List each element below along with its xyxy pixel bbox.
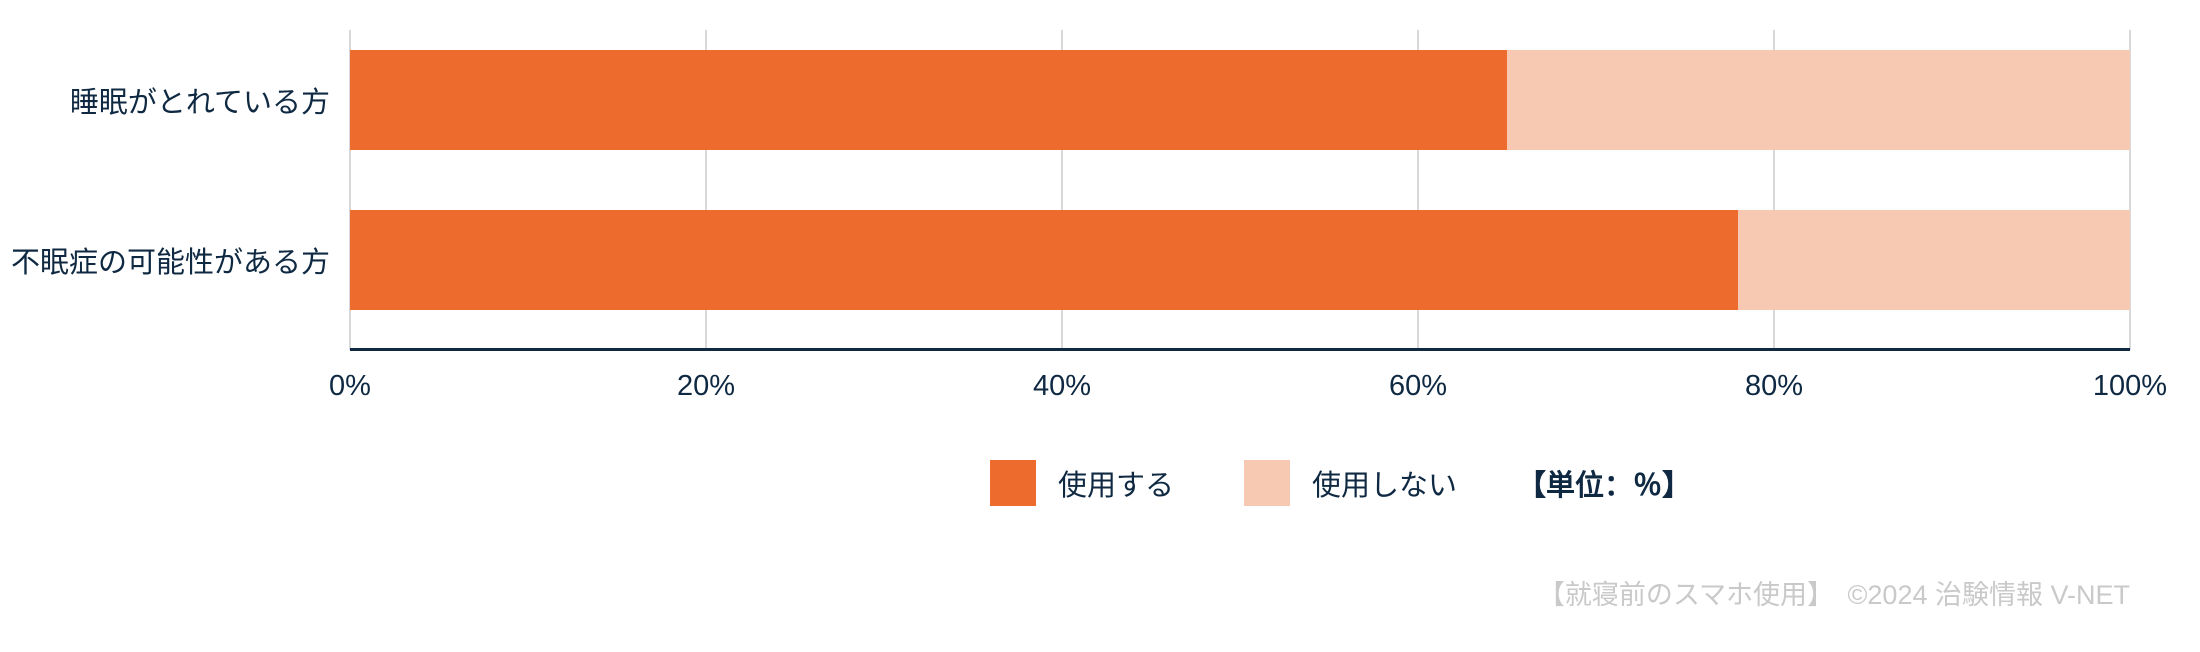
bar-segment	[350, 210, 1738, 310]
y-category-label: 睡眠がとれている方	[70, 79, 330, 121]
plot-area: 0%20%40%60%80%100%睡眠がとれている方不眠症の可能性がある方	[350, 30, 2130, 350]
x-tick-label: 100%	[2093, 370, 2167, 403]
bar-group	[350, 50, 2130, 150]
legend-item: 使用する	[990, 460, 1174, 506]
bar-segment	[1507, 50, 2130, 150]
footer-text: 【就寝前のスマホ使用】 ©2024 治験情報 V-NET	[1538, 580, 2130, 610]
legend-swatch	[990, 460, 1036, 506]
footer-credit: 【就寝前のスマホ使用】 ©2024 治験情報 V-NET	[1538, 573, 2130, 612]
x-tick-label: 80%	[1745, 370, 1803, 403]
bar-segment	[1738, 210, 2130, 310]
y-category-label: 不眠症の可能性がある方	[11, 239, 330, 281]
bar-group	[350, 210, 2130, 310]
unit-label: 【単位：％】	[1517, 462, 1691, 504]
legend: 使用する 使用しない 【単位：％】	[990, 460, 1691, 506]
x-axis-line	[350, 348, 2130, 351]
legend-item: 使用しない	[1244, 460, 1457, 506]
legend-swatch	[1244, 460, 1290, 506]
bar-segment	[350, 50, 1507, 150]
x-tick-label: 0%	[329, 370, 371, 403]
stacked-bar-chart: 0%20%40%60%80%100%睡眠がとれている方不眠症の可能性がある方 使…	[0, 0, 2200, 652]
legend-label: 使用しない	[1312, 462, 1457, 504]
x-tick-label: 40%	[1033, 370, 1091, 403]
x-tick-label: 20%	[677, 370, 735, 403]
legend-label: 使用する	[1058, 462, 1174, 504]
x-tick-label: 60%	[1389, 370, 1447, 403]
